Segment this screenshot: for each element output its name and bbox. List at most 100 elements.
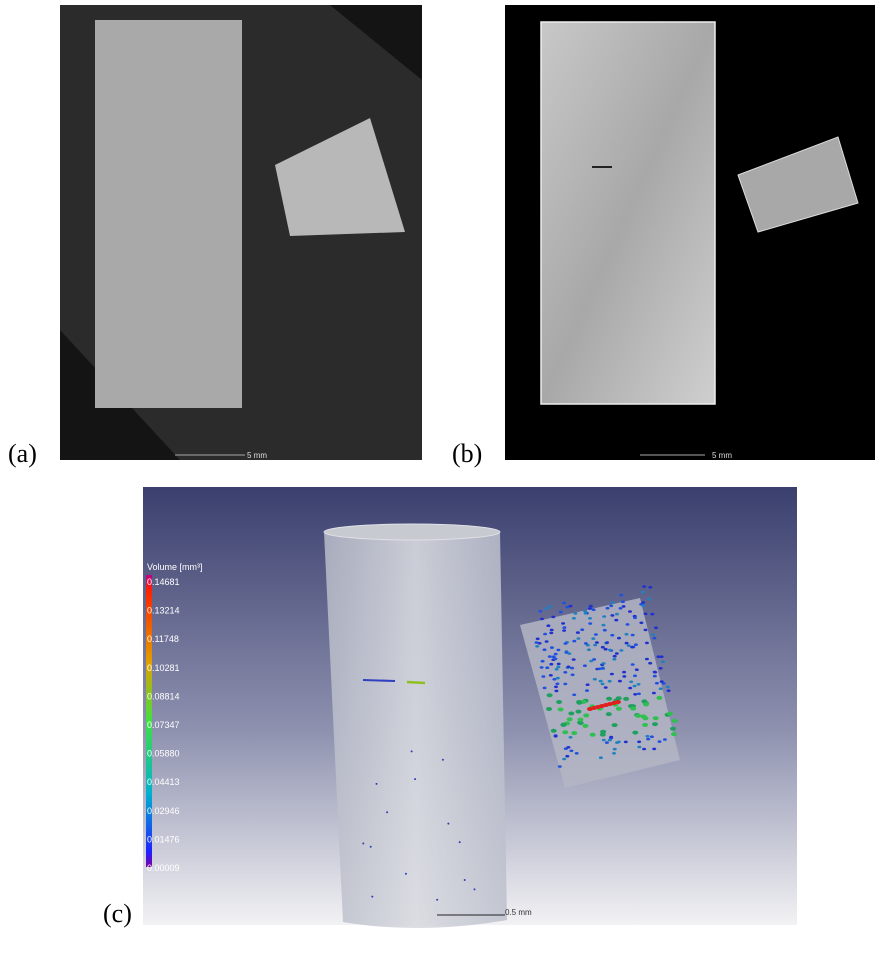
pore xyxy=(602,628,607,632)
legend-tick: 0.01476 xyxy=(147,834,180,844)
pore xyxy=(656,695,663,700)
pore xyxy=(558,610,563,614)
legend-tick: 0.07347 xyxy=(147,720,180,730)
pore xyxy=(640,590,645,594)
pore xyxy=(593,643,598,647)
pore xyxy=(641,601,646,604)
pore xyxy=(371,895,374,898)
pore xyxy=(593,633,598,636)
pore xyxy=(575,709,582,714)
pore xyxy=(549,646,554,649)
pore xyxy=(601,662,606,665)
pore xyxy=(637,745,642,749)
pore xyxy=(554,668,559,671)
pore xyxy=(586,648,591,651)
pore xyxy=(549,631,554,635)
pore xyxy=(556,665,561,669)
pore xyxy=(632,730,639,735)
pore xyxy=(447,822,450,825)
pore xyxy=(658,667,663,670)
pore xyxy=(646,737,651,741)
pore xyxy=(630,633,635,637)
pore xyxy=(659,680,664,683)
legend-tick: 0.13214 xyxy=(147,606,180,616)
pore xyxy=(670,726,676,731)
pore xyxy=(633,616,637,620)
pore xyxy=(657,740,662,743)
pore xyxy=(548,674,553,677)
pore xyxy=(473,888,476,891)
pore xyxy=(554,689,559,693)
pore xyxy=(622,675,627,678)
pore xyxy=(585,683,590,686)
panel-label: (c) xyxy=(103,899,132,928)
pore xyxy=(572,639,577,643)
color-bar xyxy=(146,575,152,867)
pore xyxy=(575,631,580,634)
pore xyxy=(546,693,553,698)
pore xyxy=(570,673,575,677)
pore xyxy=(644,641,649,645)
pore xyxy=(605,606,610,610)
pore xyxy=(386,811,389,814)
pore xyxy=(542,648,547,651)
pore xyxy=(609,604,614,608)
pore xyxy=(620,600,625,603)
pore xyxy=(621,605,626,608)
pore xyxy=(563,671,568,674)
panel-a: 5 mm xyxy=(60,5,422,460)
pore xyxy=(665,685,670,689)
pore xyxy=(566,717,573,722)
pore xyxy=(539,666,544,669)
pore xyxy=(635,713,642,718)
defect xyxy=(362,679,396,682)
legend-title: Volume [mm³] xyxy=(147,562,203,572)
pore xyxy=(553,657,558,661)
pore xyxy=(636,692,641,696)
pore xyxy=(589,732,596,737)
pore xyxy=(633,693,638,696)
pore xyxy=(565,605,570,609)
pore xyxy=(538,610,543,613)
pore xyxy=(601,623,606,627)
pore xyxy=(572,693,577,697)
pore xyxy=(633,643,638,646)
pore xyxy=(541,675,546,678)
pore xyxy=(666,711,673,716)
pore xyxy=(582,723,589,728)
pore xyxy=(563,642,568,645)
pore xyxy=(441,758,444,761)
pore xyxy=(626,644,631,647)
pore xyxy=(566,665,571,669)
pore xyxy=(583,612,588,615)
defect xyxy=(406,680,426,685)
pore xyxy=(598,756,603,759)
pore xyxy=(605,641,610,644)
pore xyxy=(582,664,587,667)
panel-b: 5 mm xyxy=(505,5,875,460)
pore xyxy=(550,728,557,733)
pore xyxy=(542,686,547,690)
pore xyxy=(549,662,554,666)
pore xyxy=(656,655,661,658)
pore xyxy=(618,607,623,610)
pore xyxy=(601,738,606,742)
pore xyxy=(603,686,608,689)
pore xyxy=(643,612,648,616)
pore xyxy=(576,637,581,640)
pore xyxy=(535,645,540,648)
pore xyxy=(563,682,568,686)
pore xyxy=(597,667,602,671)
pore xyxy=(583,642,588,645)
pore xyxy=(612,657,617,661)
pore xyxy=(633,674,637,678)
panel-c: Volume [mm³] 0.5 mm 0.14681 0.13214 0.1174… xyxy=(143,487,797,929)
pore xyxy=(651,691,656,695)
pore xyxy=(546,707,552,711)
pore xyxy=(553,735,558,738)
pore xyxy=(652,722,658,727)
pore xyxy=(623,740,628,744)
pore xyxy=(612,654,617,658)
pore xyxy=(619,593,624,597)
